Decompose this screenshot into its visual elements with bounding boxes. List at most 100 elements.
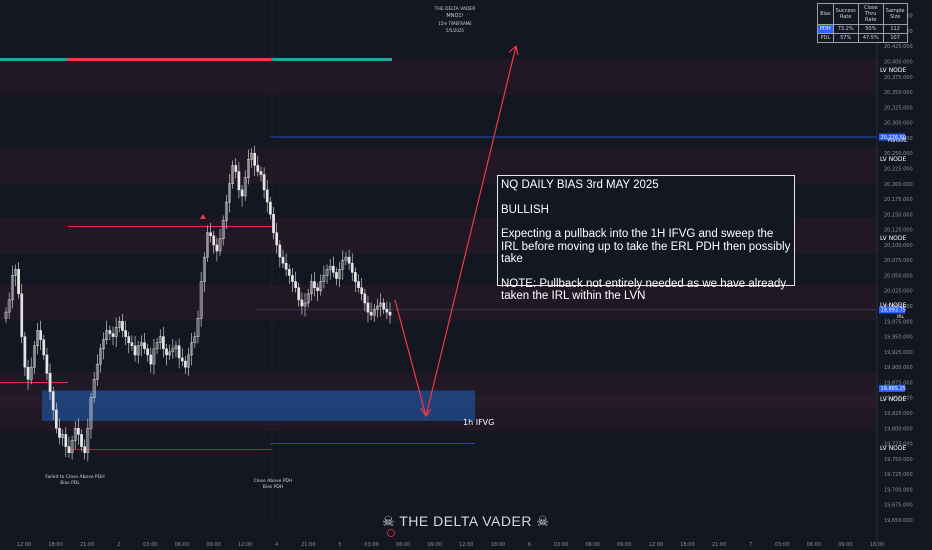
stats-cell: 57% (832, 33, 859, 43)
lv-node-label: LV NODE (880, 445, 907, 452)
candle-body (243, 177, 247, 197)
header-symbol: MNQ1! (446, 13, 464, 19)
price-tick-label: 19,875.000 (884, 380, 913, 386)
candle-body (73, 428, 77, 441)
candle-body (372, 308, 376, 316)
candle-body (306, 293, 310, 304)
lv-node-label: LV NODE (880, 156, 907, 163)
time-tick-label: 18:00 (48, 542, 62, 548)
watermark: ☠ THE DELTA VADER ☠ (382, 513, 549, 530)
daily-bias-note: NQ DAILY BIAS 3rd MAY 2025 BULLISH Expec… (497, 175, 795, 302)
price-tick-label: 20,225.000 (884, 166, 913, 172)
candles (4, 145, 392, 462)
candle-body (64, 434, 68, 447)
candle-body (376, 305, 379, 310)
candle-body (240, 189, 244, 197)
candle-body (162, 336, 165, 350)
candle-body (165, 348, 168, 356)
lv-node-label: LV NODE (880, 396, 907, 403)
time-tick-label: 09:00 (206, 542, 220, 548)
session-bar-bear (68, 58, 272, 61)
close-above-pdh-label: Close Above PDH (254, 478, 293, 484)
candle-body (347, 256, 351, 264)
header-date: 5/5/2025 (446, 28, 464, 33)
bias-arrow (394, 45, 519, 418)
candle-body (338, 269, 341, 279)
arrow-head-low (420, 407, 432, 418)
stats-cell: 107 (882, 33, 908, 43)
candle-body (265, 189, 269, 203)
time-tick-label: 12:00 (238, 542, 252, 548)
candle-body (67, 446, 71, 454)
candle-body (143, 342, 146, 350)
price-tick-label: 20,250.000 (884, 151, 913, 157)
price-tick-label: 19,900.000 (884, 365, 913, 371)
price-tick-label: 19,725.000 (884, 472, 913, 478)
candle-body (174, 345, 178, 350)
price-tick-label: 19,750.000 (884, 457, 913, 463)
lv-node-band (0, 58, 877, 95)
price-tick-label: 19,950.000 (884, 335, 913, 341)
stats-cell: 112 (882, 24, 908, 34)
candle-body (344, 256, 348, 261)
chart-marker-up (200, 214, 206, 219)
price-tick-label: 19,800.000 (884, 426, 913, 432)
price-axis[interactable]: 19,650.000 19,675.000 19,700.000 19,725.000… (879, 14, 913, 524)
candle-body (114, 327, 118, 337)
candle-body (187, 354, 190, 368)
candle-body (136, 345, 140, 356)
header-timeframe: 15m TIMEFRAME (438, 21, 472, 26)
candle-body (388, 311, 392, 316)
time-tick-label: 2 (117, 542, 120, 548)
bias-pdh-label: Bias PDH (263, 484, 283, 490)
price-tick-label: 20,100.000 (884, 243, 913, 249)
price-tick-label: 20,350.000 (884, 90, 913, 96)
price-tick-label: 20,325.000 (884, 105, 913, 111)
candle-body (212, 235, 216, 246)
candle-body (190, 342, 194, 356)
candle-body (29, 366, 33, 380)
candle-body (253, 152, 257, 166)
candle-body (139, 342, 143, 347)
time-axis[interactable]: 12:00 18:00 21:00 2 03:00 06:00 09:00 12:00 4 21:… (17, 0, 884, 550)
candle-body (95, 363, 99, 380)
candle-body (20, 293, 24, 337)
candle-body (385, 308, 389, 313)
note-footnote: NOTE: Pullback not entirely needed as we… (501, 277, 787, 303)
candle-body (180, 357, 184, 362)
time-tick-label: 06:00 (175, 542, 189, 548)
price-tag-label: 20,276.50 (881, 135, 906, 141)
arrow-head-high (508, 45, 519, 56)
candle-body (228, 183, 231, 203)
price-tag-label: 19,993.75 (881, 308, 906, 314)
candle-body (316, 287, 319, 291)
candle-body (259, 171, 263, 175)
candle-body (184, 360, 187, 368)
ifvg-zone (42, 390, 475, 421)
candle-body (102, 339, 105, 350)
price-tick-label: 19,650.000 (884, 518, 913, 524)
price-tick-label: 19,925.000 (884, 350, 913, 356)
candle-body (350, 262, 354, 273)
candle-body (221, 220, 225, 240)
candle-body (10, 275, 14, 301)
candle-body (7, 299, 11, 313)
time-tick-label: 18:00 (680, 542, 694, 548)
time-tick-label: 09:00 (838, 542, 852, 548)
lv-node-label: LV NODE (880, 67, 907, 74)
candle-body (92, 379, 96, 398)
price-tick-label: 20,125.000 (884, 228, 913, 234)
candle-body (247, 159, 250, 178)
candle-body (130, 342, 134, 347)
candle-body (17, 269, 20, 295)
skull-icon: ☠ (382, 513, 396, 529)
lv-node-label: LV NODE (880, 302, 907, 309)
candle-body (133, 345, 137, 356)
bias-pdl-label: Bias PDL (60, 480, 80, 486)
candle-body (199, 281, 203, 319)
candle-body (357, 281, 360, 288)
time-tick-label: 4 (275, 542, 278, 548)
candle-body (303, 302, 307, 307)
note-body: Expecting a pullback into the 1H IFVG an… (501, 228, 791, 265)
candle-body (237, 171, 241, 191)
